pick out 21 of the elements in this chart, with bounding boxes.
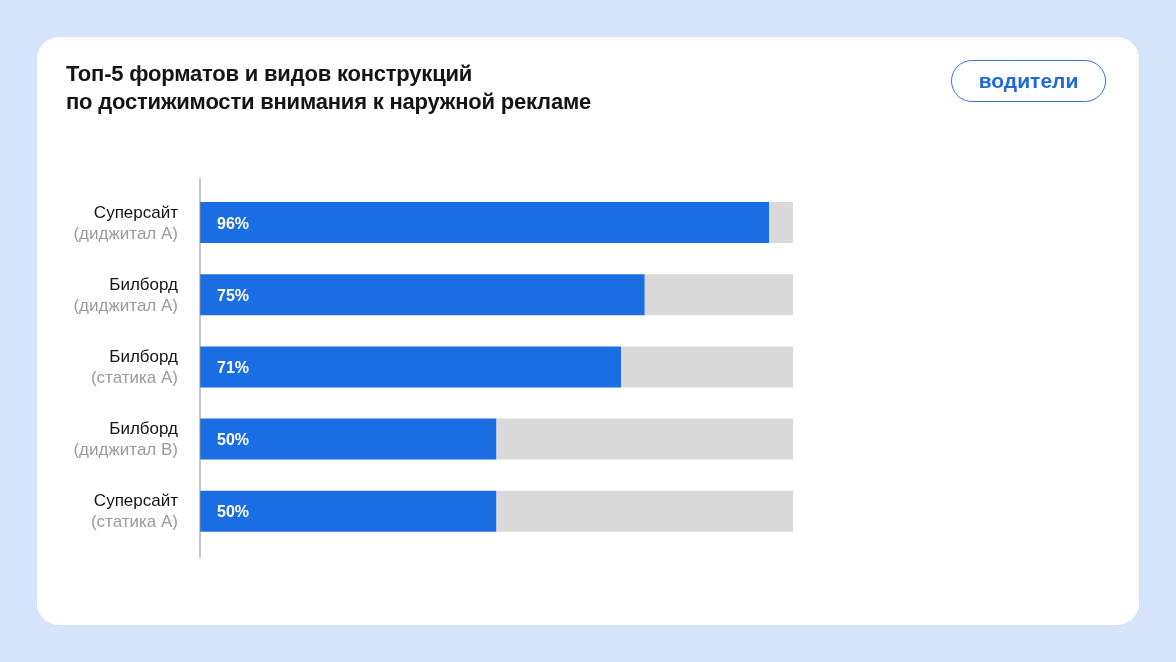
bar bbox=[496, 418, 793, 460]
bar bbox=[200, 346, 622, 388]
data-label: 50% bbox=[217, 503, 250, 521]
bar bbox=[200, 490, 497, 532]
y-tick-label: Билборд (диджитал A) bbox=[73, 274, 179, 315]
bar bbox=[644, 274, 793, 316]
y-tick-label: Билборд (статика A) bbox=[90, 347, 179, 387]
bar bbox=[769, 202, 793, 243]
bar bbox=[200, 418, 497, 460]
data-label: 50% bbox=[217, 431, 250, 449]
data-label: 96% bbox=[217, 214, 250, 232]
y-tick-label: Билборд (диджитал B) bbox=[73, 419, 179, 460]
y-tick-label: Суперсайт (статика A) bbox=[90, 491, 179, 532]
bar bbox=[496, 490, 793, 532]
bar bbox=[621, 346, 793, 388]
data-label: 75% bbox=[217, 286, 250, 304]
bar bbox=[200, 274, 645, 316]
bar bbox=[200, 202, 770, 243]
data-label: 71% bbox=[217, 358, 250, 376]
chart-title: Топ-5 форматов и видов конструкций по достижимости внимания к наружной рекламе bbox=[66, 60, 592, 116]
y-tick-label: Суперсайт (диджитал A) bbox=[73, 202, 179, 243]
